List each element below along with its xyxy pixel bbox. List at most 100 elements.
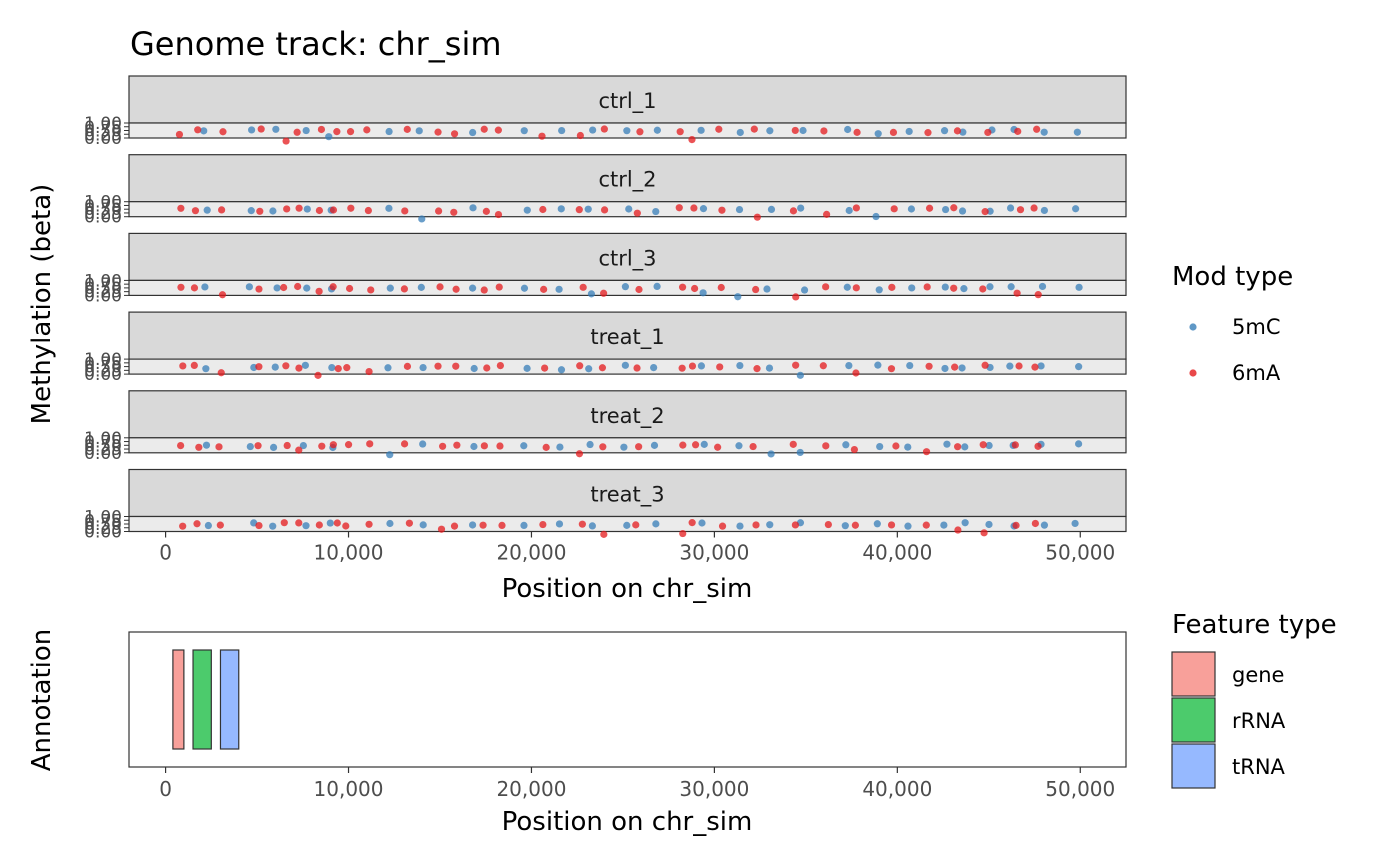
point-6mA bbox=[922, 521, 930, 529]
point-6mA bbox=[494, 210, 503, 219]
facet-treat_1: treat_1 0.000.250.500.751.00 bbox=[84, 311, 1127, 385]
point-6mA bbox=[718, 522, 727, 530]
point-6mA bbox=[1034, 291, 1042, 299]
point-5mC bbox=[328, 363, 336, 372]
point-6mA bbox=[280, 283, 288, 292]
point-6mA bbox=[791, 126, 799, 135]
point-5mC bbox=[1072, 205, 1080, 213]
point-6mA bbox=[401, 207, 409, 215]
point-5mC bbox=[1040, 521, 1049, 529]
y-tick-label: 0.50 bbox=[84, 200, 122, 220]
x-tick-label: 50,000 bbox=[1045, 541, 1115, 565]
point-6mA bbox=[890, 205, 898, 213]
point-6mA bbox=[343, 364, 351, 372]
point-6mA bbox=[450, 522, 459, 530]
legend-label-tRNA: tRNA bbox=[1232, 755, 1286, 779]
point-6mA bbox=[219, 128, 227, 136]
point-5mC bbox=[303, 205, 311, 213]
point-5mC bbox=[905, 127, 913, 136]
point-5mC bbox=[523, 364, 531, 372]
point-5mC bbox=[986, 283, 994, 291]
y-tick-label: 0.25 bbox=[84, 361, 122, 381]
point-6mA bbox=[333, 519, 341, 527]
y-tick-label: 0.75 bbox=[84, 118, 122, 138]
legend-key-tRNA bbox=[1171, 743, 1216, 789]
point-5mC bbox=[652, 520, 660, 528]
point-6mA bbox=[257, 125, 265, 133]
point-5mC bbox=[985, 441, 993, 450]
point-5mC bbox=[844, 125, 852, 134]
point-5mC bbox=[384, 364, 392, 372]
point-5mC bbox=[800, 286, 809, 294]
feature-type-legend: Feature type gene rRNA tRNA bbox=[1171, 610, 1337, 789]
point-6mA bbox=[633, 364, 641, 372]
y-tick-label: 0.75 bbox=[84, 275, 122, 295]
point-6mA bbox=[434, 128, 442, 136]
point-5mC bbox=[1071, 519, 1079, 528]
facet-strip-label: treat_3 bbox=[590, 483, 664, 508]
point-6mA bbox=[635, 285, 643, 294]
legend-label-6mA: 6mA bbox=[1232, 361, 1281, 385]
point-6mA bbox=[453, 441, 461, 449]
point-6mA bbox=[540, 285, 548, 293]
point-6mA bbox=[1031, 363, 1039, 371]
point-5mC bbox=[1040, 128, 1048, 136]
point-6mA bbox=[822, 283, 830, 291]
point-5mC bbox=[301, 361, 309, 369]
point-5mC bbox=[845, 206, 853, 215]
point-5mC bbox=[623, 127, 631, 135]
facet-strip bbox=[128, 75, 1127, 124]
point-5mC bbox=[245, 283, 253, 291]
point-6mA bbox=[400, 440, 409, 448]
point-5mC bbox=[469, 128, 477, 137]
point-6mA bbox=[541, 364, 549, 372]
point-5mC bbox=[326, 519, 334, 527]
point-6mA bbox=[190, 361, 198, 370]
point-6mA bbox=[924, 129, 932, 137]
y-tick-label: 0.00 bbox=[84, 444, 122, 464]
legend-label-gene: gene bbox=[1232, 663, 1284, 687]
point-6mA bbox=[177, 283, 185, 291]
point-6mA bbox=[851, 521, 859, 529]
point-6mA bbox=[750, 125, 758, 133]
y-tick-label: 0.50 bbox=[84, 358, 122, 378]
point-5mC bbox=[699, 289, 707, 297]
point-6mA bbox=[403, 362, 412, 370]
point-6mA bbox=[792, 361, 800, 369]
point-6mA bbox=[979, 441, 987, 449]
point-6mA bbox=[334, 364, 342, 373]
point-5mC bbox=[1007, 283, 1015, 291]
point-6mA bbox=[954, 526, 962, 534]
point-6mA bbox=[752, 285, 760, 294]
point-6mA bbox=[495, 283, 503, 291]
y-tick-label: 0.25 bbox=[84, 519, 122, 539]
point-6mA bbox=[688, 519, 696, 527]
facet-strip bbox=[128, 468, 1127, 518]
point-6mA bbox=[925, 362, 933, 370]
point-6mA bbox=[1031, 519, 1039, 528]
point-5mC bbox=[200, 127, 208, 135]
x-tick-label: 50,000 bbox=[1045, 777, 1115, 801]
point-5mC bbox=[906, 361, 914, 370]
legend-label-5mC: 5mC bbox=[1232, 315, 1280, 339]
y-tick-label: 1.00 bbox=[84, 350, 122, 370]
y-tick-label: 0.00 bbox=[84, 523, 122, 543]
point-6mA bbox=[494, 126, 502, 134]
point-5mC bbox=[589, 126, 597, 134]
y-tick-label: 0.75 bbox=[84, 354, 122, 374]
facet-strip-label: ctrl_1 bbox=[598, 89, 656, 114]
point-6mA bbox=[578, 520, 586, 528]
point-5mC bbox=[620, 443, 628, 451]
point-5mC bbox=[958, 364, 966, 372]
facet-plot-area bbox=[128, 437, 1127, 454]
point-5mC bbox=[269, 207, 277, 215]
point-6mA bbox=[579, 283, 587, 291]
y-tick-label: 0.25 bbox=[84, 204, 122, 224]
legend-key-5mC bbox=[1189, 323, 1197, 331]
point-5mC bbox=[247, 207, 255, 215]
point-5mC bbox=[386, 451, 394, 459]
point-6mA bbox=[329, 441, 337, 449]
point-5mC bbox=[940, 127, 949, 135]
point-6mA bbox=[175, 130, 184, 139]
point-6mA bbox=[283, 205, 291, 213]
